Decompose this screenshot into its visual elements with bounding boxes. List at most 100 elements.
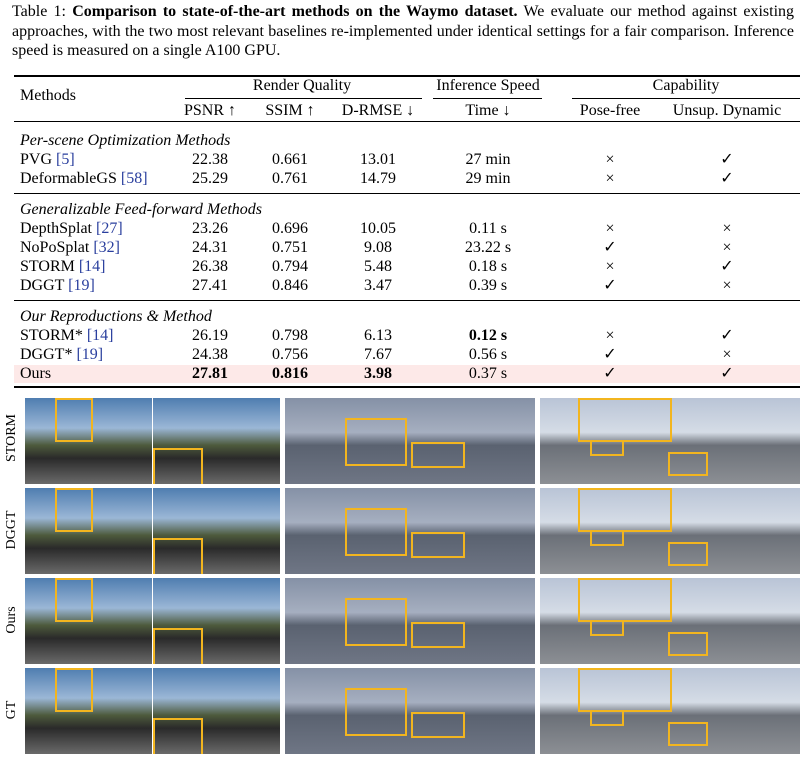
zoom-box [55,488,93,532]
zoom-box [668,722,708,746]
time-cell: 29 min [465,170,511,187]
header-column: D-RMSE ↓ [341,102,415,119]
zoom-box [345,418,407,466]
group-title: Per-scene Optimization Methods [20,132,231,149]
rule [14,386,800,388]
zoom-box [55,668,93,712]
time-cell: 23.22 s [464,239,512,256]
image-panel [540,668,800,754]
psnr-cell: 26.38 [192,258,228,275]
image-panel [153,578,280,664]
ssim-cell: 0.794 [272,258,308,275]
caption-text: We evaluate our method against existing … [12,3,795,59]
method-cell: DepthSplat [27] [20,219,123,238]
method-name: NoPoSplat [20,239,90,256]
image-panel [540,578,800,664]
zoom-box [345,508,407,556]
row-label: STORM [4,414,19,462]
header-column: Time ↓ [465,102,511,119]
psnr-cell: 26.19 [192,327,228,344]
ssim-cell: 0.661 [272,151,308,168]
zoom-box [153,448,203,484]
drmse-cell: 10.05 [360,220,396,237]
zoom-box [345,688,407,736]
method-cell: DeformableGS [58] [20,169,148,188]
ssim-cell: 0.816 [272,365,308,382]
zoom-box [55,398,93,442]
citation: [58] [120,170,148,187]
citation: [5] [56,151,75,168]
drmse-cell: 14.79 [360,170,396,187]
zoom-box [411,712,465,738]
psnr-cell: 27.81 [192,365,228,382]
zoom-box [590,440,624,456]
zoom-box [578,578,672,622]
image-panel [285,578,535,664]
pose-free-cell: × [605,220,615,237]
dynamic-cell: × [722,239,732,256]
psnr-cell: 22.38 [192,151,228,168]
pose-free-cell: × [605,170,615,187]
dynamic-cell: ✓ [720,258,734,275]
zoom-box [153,628,203,664]
row-label: DGGT [4,510,19,550]
pose-free-cell: ✓ [603,277,617,294]
method-name: Ours [20,365,52,382]
drmse-cell: 9.08 [364,239,392,256]
caption: Table 1: Comparison to state-of-the-art … [12,2,794,61]
zoom-box [668,452,708,476]
ssim-cell: 0.756 [272,346,308,363]
ssim-cell: 0.846 [272,277,308,294]
psnr-cell: 23.26 [192,220,228,237]
rule [14,75,800,77]
rule [14,300,800,301]
drmse-cell: 7.67 [364,346,392,363]
image-panel [540,398,800,484]
pose-free-cell: ✓ [603,239,617,256]
pose-free-cell: × [605,327,615,344]
citation: [19] [68,277,95,294]
method-cell: STORM [14] [20,257,106,276]
ssim-cell: 0.696 [272,220,308,237]
dynamic-cell: ✓ [720,365,734,382]
rule [185,98,422,99]
image-panel [25,398,152,484]
zoom-box [668,632,708,656]
zoom-box [411,532,465,558]
citation: [32] [93,239,120,256]
pose-free-cell: ✓ [603,365,617,382]
drmse-cell: 3.47 [364,277,392,294]
image-panel [285,488,535,574]
psnr-cell: 24.31 [192,239,228,256]
highlight-row [14,365,800,383]
method-name: DeformableGS [20,170,117,187]
rule [14,121,800,122]
ssim-cell: 0.798 [272,327,308,344]
method-cell: NoPoSplat [32] [20,238,120,257]
header-group: Render Quality [252,77,352,94]
method-name: STORM [20,258,75,275]
image-panel [540,488,800,574]
zoom-box [411,442,465,468]
header-column: PSNR ↑ [183,102,237,119]
header-methods: Methods [20,87,76,104]
time-cell: 0.56 s [468,346,508,363]
time-cell: 27 min [465,151,511,168]
image-panel [285,398,535,484]
time-cell: 0.11 s [469,220,507,237]
dynamic-cell: ✓ [720,170,734,187]
header-group: Capability [652,77,720,94]
zoom-box [668,542,708,566]
drmse-cell: 6.13 [364,327,392,344]
image-panel [153,668,280,754]
zoom-box [411,622,465,648]
method-cell: DGGT [19] [20,276,95,295]
time-cell: 0.39 s [468,277,508,294]
method-name: PVG [20,151,53,168]
method-cell: Ours [20,364,51,383]
zoom-box [578,668,672,712]
rule [433,98,542,99]
drmse-cell: 13.01 [360,151,396,168]
image-panel [25,488,152,574]
